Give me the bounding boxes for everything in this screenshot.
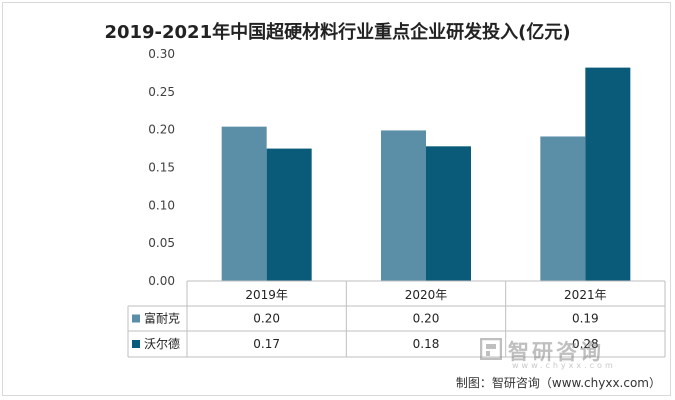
watermark-name: 智研咨询 <box>508 340 604 364</box>
data-table-value: 0.19 <box>572 312 599 326</box>
y-tick-label: 0.15 <box>148 161 175 175</box>
bar-1-1 <box>426 146 471 281</box>
data-table-value: 0.18 <box>413 337 440 351</box>
watermark-url: www.chyxx.com <box>512 361 616 370</box>
data-table-value: 0.17 <box>253 337 280 351</box>
bar-0-0 <box>221 126 267 281</box>
legend-label: 沃尔德 <box>144 336 180 351</box>
y-tick-label: 0.00 <box>148 274 175 288</box>
chart-credit: 制图：智研咨询（www.chyxx.com） <box>455 376 661 390</box>
data-table-value: 0.28 <box>572 337 599 351</box>
legend-label: 富耐克 <box>144 311 180 326</box>
y-tick-label: 0.25 <box>148 85 175 99</box>
x-tick-label: 2021年 <box>564 288 607 302</box>
legend-swatch <box>132 314 140 323</box>
bar-0-1 <box>381 130 426 281</box>
x-tick-label: 2019年 <box>245 288 288 302</box>
legend-swatch <box>132 340 140 348</box>
x-tick-label: 2020年 <box>405 288 448 302</box>
chyxx-logo-icon <box>480 338 502 360</box>
data-table-value: 0.20 <box>413 312 440 326</box>
bar-0-2 <box>540 136 586 281</box>
y-tick-label: 0.30 <box>148 47 175 61</box>
y-tick-label: 0.20 <box>148 123 175 137</box>
chart-title: 2019-2021年中国超硬材料行业重点企业研发投入(亿元) <box>104 22 571 43</box>
watermark: 智研咨询 www.chyxx.com <box>480 334 660 370</box>
y-tick-label: 0.05 <box>148 236 175 250</box>
bar-1-0 <box>266 148 312 281</box>
bar-1-2 <box>585 67 631 282</box>
y-tick-label: 0.10 <box>148 198 175 212</box>
data-table-value: 0.20 <box>253 312 280 326</box>
